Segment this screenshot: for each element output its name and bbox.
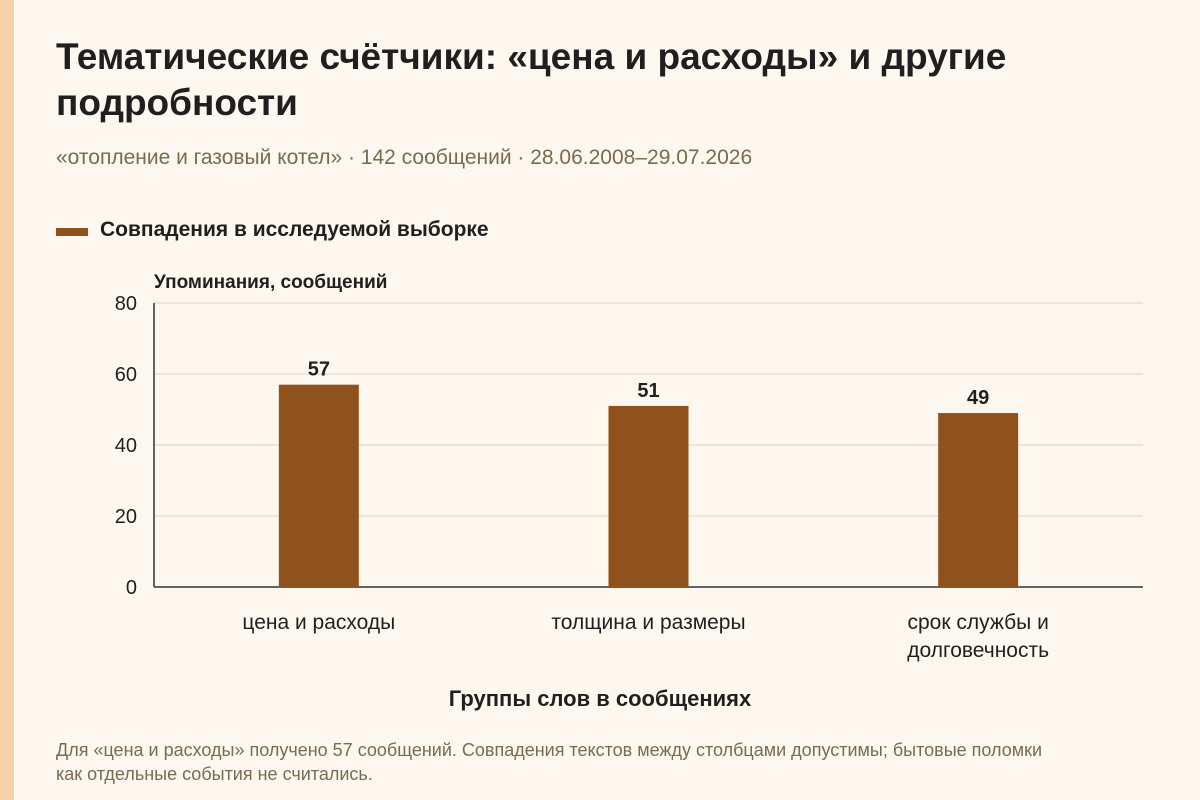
legend-swatch	[56, 228, 88, 236]
legend: Совпадения в исследуемой выборке	[56, 218, 489, 242]
legend-label: Совпадения в исследуемой выборке	[100, 218, 489, 241]
x-axis-label: Группы слов в сообщениях	[448, 686, 752, 711]
data-label: 57	[308, 359, 330, 381]
bar	[608, 405, 689, 587]
y-tick-label: 80	[115, 293, 137, 315]
decorative-left-strip	[0, 0, 14, 800]
chart-title: Тематические счётчики: «цена и расходы» …	[56, 36, 1007, 123]
x-tick-label: срок службы и	[907, 611, 1048, 634]
x-tick-label: долговечность	[907, 639, 1049, 662]
x-tick-label: толщина и размеры	[551, 611, 745, 634]
footnote: Для «цена и расходы» получено 57 сообщен…	[56, 740, 1043, 784]
y-tick-label: 20	[115, 506, 137, 528]
y-tick-label: 40	[115, 435, 137, 457]
y-tick-label: 0	[126, 577, 137, 599]
bar	[278, 384, 359, 587]
data-label: 51	[637, 380, 659, 402]
data-label: 49	[967, 387, 989, 409]
bar	[938, 413, 1019, 587]
x-tick-label: цена и расходы	[242, 611, 395, 634]
chart-subtitle: «отопление и газовый котел» · 142 сообще…	[56, 146, 753, 169]
y-tick-label: 60	[115, 364, 137, 386]
y-axis-label: Упоминания, сообщений	[154, 272, 388, 293]
